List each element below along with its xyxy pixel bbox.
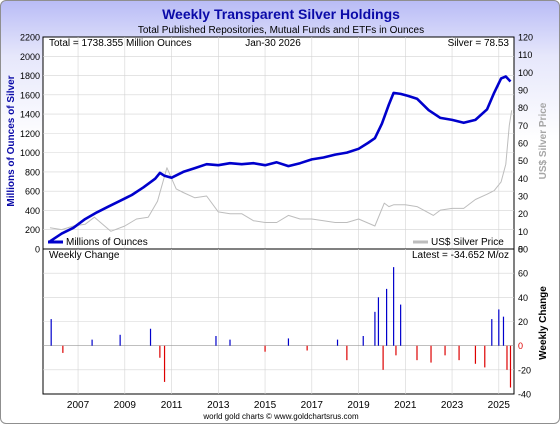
total-annotation: Total = 1738.355 Million Ounces — [49, 38, 192, 49]
right-tick-label: 50 — [518, 156, 528, 166]
latest-annotation: Latest = -34.652 M/oz — [412, 250, 509, 261]
right-tick-label: 30 — [518, 192, 528, 202]
weekly-change-title: Weekly Change — [49, 250, 120, 261]
bottom-tick-label: -40 — [518, 390, 531, 400]
chart-subtitle: Total Published Repositories, Mutual Fun… — [138, 25, 424, 36]
right-tick-label: 10 — [518, 227, 528, 237]
left-axis-label: Millions of Ounces of Silver — [6, 75, 17, 206]
x-axis-ticks: 2007 2009 2011 2013 2015 2017 2019 2021 2023 2025 — [67, 400, 510, 411]
footer-credit: world gold charts © www.goldchartsrus.co… — [202, 412, 359, 421]
right-tick-label: 20 — [518, 209, 528, 219]
x-tick-label: 2019 — [347, 400, 370, 411]
right-tick-label: 60 — [518, 139, 528, 149]
x-tick-label: 2011 — [161, 400, 183, 411]
bottom-tick-label: -20 — [518, 365, 531, 375]
right-tick-label: 100 — [518, 68, 533, 78]
chart-title: Weekly Transparent Silver Holdings — [162, 6, 400, 22]
left-tick-label: 1200 — [20, 129, 40, 139]
right-tick-label: 120 — [518, 33, 533, 43]
bottom-tick-label: 80 — [518, 245, 528, 255]
left-tick-label: 1000 — [20, 148, 40, 158]
x-tick-label: 2025 — [488, 400, 511, 411]
x-tick-label: 2017 — [301, 400, 324, 411]
x-tick-label: 2007 — [67, 400, 90, 411]
left-tick-label: 1800 — [20, 71, 40, 81]
left-tick-label: 1400 — [20, 110, 40, 120]
top-plot-area — [43, 37, 514, 249]
left-tick-label: 800 — [25, 167, 40, 177]
date-annotation: Jan-30 2026 — [245, 38, 301, 49]
right-tick-label: 90 — [518, 86, 528, 96]
silver-price-annotation: Silver = 78.53 — [448, 38, 510, 49]
left-tick-label: 600 — [25, 187, 40, 197]
right-tick-label: 70 — [518, 121, 528, 131]
legend-label-holdings: Millions of Ounces — [66, 237, 148, 248]
legend-label-price: US$ Silver Price — [431, 237, 504, 248]
weekly-change-axis-label: Weekly Change — [538, 286, 549, 360]
x-tick-label: 2023 — [441, 400, 464, 411]
right-tick-label: 40 — [518, 174, 528, 184]
left-tick-label: 2200 — [20, 33, 40, 43]
x-tick-label: 2013 — [207, 400, 230, 411]
bottom-tick-label: 20 — [518, 317, 528, 327]
left-tick-label: 0 — [35, 245, 40, 255]
left-tick-label: 200 — [25, 225, 40, 235]
bottom-right-ticks: -40 -20 0 20 40 60 80 — [518, 245, 531, 400]
top-left-ticks: 0 200 400 600 800 1000 1200 1400 1600 1800 2000 220… — [20, 33, 40, 255]
left-tick-label: 2000 — [20, 52, 40, 62]
x-tick-label: 2021 — [394, 400, 417, 411]
right-axis-label: US$ Silver Price — [538, 102, 549, 179]
bottom-tick-label: 60 — [518, 269, 528, 279]
left-tick-label: 1600 — [20, 90, 40, 100]
bottom-tick-label: 40 — [518, 293, 528, 303]
right-tick-label: 110 — [518, 50, 532, 60]
x-tick-label: 2015 — [254, 400, 277, 411]
right-tick-label: 80 — [518, 103, 528, 113]
bottom-tick-label: 0 — [518, 341, 523, 351]
x-tick-label: 2009 — [114, 400, 137, 411]
left-tick-label: 400 — [25, 206, 40, 216]
